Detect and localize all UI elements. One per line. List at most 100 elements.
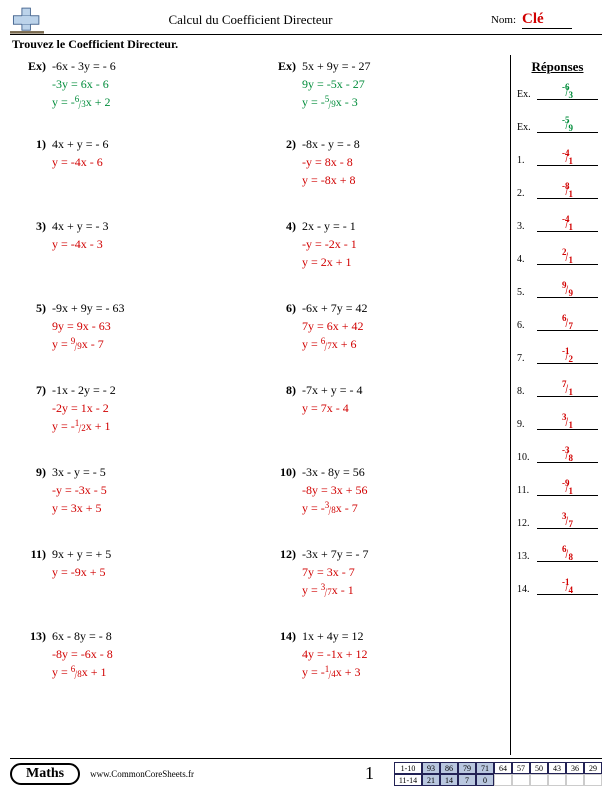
score-cell <box>530 774 548 786</box>
answer-label: 7. <box>517 353 537 364</box>
score-cell: 7 <box>458 774 476 786</box>
problem-number: 7) <box>20 381 46 399</box>
equation: 6x - 8y = - 8 <box>52 627 113 645</box>
problem-number: 5) <box>20 299 46 317</box>
problem: 7)-1x - 2y = - 2-2y = 1x - 2y = -1/2x + … <box>20 381 116 435</box>
answer-label: 3. <box>517 221 537 232</box>
answer-label: 1. <box>517 155 537 166</box>
problem: Ex)-6x - 3y = - 6-3y = 6x - 6y = -6/3x +… <box>20 57 116 111</box>
score-cell: 86 <box>440 762 458 774</box>
answer-row: 9.3/1 <box>517 415 598 430</box>
problem: 12)-3x + 7y = - 77y = 3x - 7y = 3/7x - 1 <box>270 545 369 599</box>
answer-value: 9/9 <box>537 283 598 298</box>
answer-row: 4.2/1 <box>517 250 598 265</box>
step: -y = -2x - 1 <box>302 235 357 253</box>
answer-value: 6/8 <box>537 547 598 562</box>
equation: -9x + 9y = - 63 <box>52 299 125 317</box>
equation: 4x + y = - 6 <box>52 135 109 153</box>
answer-label: 5. <box>517 287 537 298</box>
score-grid: 1-109386797164575043362911-14211470 <box>394 762 602 786</box>
answer-row: 3.-4/1 <box>517 217 598 232</box>
step: y = -9x + 5 <box>52 563 111 581</box>
answers-panel: Réponses Ex.-6/3Ex.-5/91.-4/12.-8/13.-4/… <box>510 55 602 755</box>
answers-title: Réponses <box>517 59 598 75</box>
step: y = -8x + 8 <box>302 171 360 189</box>
equation: -3x - 8y = 56 <box>302 463 368 481</box>
score-cell: 1-10 <box>394 762 422 774</box>
answer-label: 10. <box>517 452 537 463</box>
score-cell <box>512 774 530 786</box>
step: -2y = 1x - 2 <box>52 399 116 417</box>
score-cell <box>584 774 602 786</box>
instruction: Trouvez le Coefficient Directeur. <box>12 37 602 52</box>
name-field: Nom: Clé <box>491 11 572 29</box>
problem-number: 1) <box>20 135 46 153</box>
answer-value: 3/7 <box>537 514 598 529</box>
step: 9y = -5x - 27 <box>302 75 371 93</box>
step: 7y = 6x + 42 <box>302 317 368 335</box>
answer-row: 8.7/1 <box>517 382 598 397</box>
step: y = 7x - 4 <box>302 399 363 417</box>
score-cell: 43 <box>548 762 566 774</box>
score-cell <box>548 774 566 786</box>
equation: -7x + y = - 4 <box>302 381 363 399</box>
answer-row: Ex.-6/3 <box>517 85 598 100</box>
problem: 4)2x - y = - 1-y = -2x - 1y = 2x + 1 <box>270 217 357 271</box>
score-cell: 21 <box>422 774 440 786</box>
problem-number: Ex) <box>20 57 46 75</box>
step: y = 3/7x - 1 <box>302 581 369 599</box>
name-value: Clé <box>522 11 572 29</box>
answer-value: 6/7 <box>537 316 598 331</box>
answer-value: -6/3 <box>537 85 598 100</box>
problems-area: Ex)-6x - 3y = - 6-3y = 6x - 6y = -6/3x +… <box>10 55 510 755</box>
score-cell: 93 <box>422 762 440 774</box>
step: y = -5/9x - 3 <box>302 93 371 111</box>
equation: -8x - y = - 8 <box>302 135 360 153</box>
answer-label: 8. <box>517 386 537 397</box>
problem: 5)-9x + 9y = - 639y = 9x - 63y = 9/9x - … <box>20 299 125 353</box>
answer-value: -1/2 <box>537 349 598 364</box>
score-cell: 50 <box>530 762 548 774</box>
equation: 2x - y = - 1 <box>302 217 357 235</box>
answer-row: 13.6/8 <box>517 547 598 562</box>
name-label: Nom: <box>491 14 516 26</box>
score-cell: 79 <box>458 762 476 774</box>
problem-number: 3) <box>20 217 46 235</box>
footer: Maths www.CommonCoreSheets.fr 1 1-109386… <box>10 758 602 786</box>
step: -8y = -6x - 8 <box>52 645 113 663</box>
problem: 10)-3x - 8y = 56-8y = 3x + 56y = -3/8x -… <box>270 463 368 517</box>
problem: 14) 1x + 4y = 124y = -1x + 12y = -1/4x + … <box>270 627 368 681</box>
equation: 3x - y = - 5 <box>52 463 107 481</box>
score-cell: 29 <box>584 762 602 774</box>
step: y = 6/7x + 6 <box>302 335 368 353</box>
score-cell: 36 <box>566 762 584 774</box>
score-cell: 11-14 <box>394 774 422 786</box>
score-cell: 64 <box>494 762 512 774</box>
step: y = -4x - 3 <box>52 235 109 253</box>
problem: 1)4x + y = - 6y = -4x - 6 <box>20 135 109 171</box>
equation: 1x + 4y = 12 <box>302 627 368 645</box>
problem-number: 11) <box>20 545 46 563</box>
page-title: Calcul du Coefficient Directeur <box>10 12 491 28</box>
step: y = -1/4x + 3 <box>302 663 368 681</box>
step: y = 6/8x + 1 <box>52 663 113 681</box>
equation: 5x + 9y = - 27 <box>302 57 371 75</box>
answer-label: 6. <box>517 320 537 331</box>
footer-subject: Maths <box>10 763 80 785</box>
problem-number: 14) <box>270 627 296 645</box>
answers-list: Ex.-6/3Ex.-5/91.-4/12.-8/13.-4/14.2/15.9… <box>517 85 598 595</box>
step: -y = -3x - 5 <box>52 481 107 499</box>
step: 4y = -1x + 12 <box>302 645 368 663</box>
problem-number: 6) <box>270 299 296 317</box>
answer-label: 11. <box>517 485 537 496</box>
answer-row: 7.-1/2 <box>517 349 598 364</box>
problem-number: 10) <box>270 463 296 481</box>
answer-value: -1/4 <box>537 580 598 595</box>
problem: 9)3x - y = - 5-y = -3x - 5y = 3x + 5 <box>20 463 107 517</box>
answer-row: 11.-9/1 <box>517 481 598 496</box>
step: -y = 8x - 8 <box>302 153 360 171</box>
score-cell <box>566 774 584 786</box>
equation: 9x + y = + 5 <box>52 545 111 563</box>
problem-number: Ex) <box>270 57 296 75</box>
answer-row: 14.-1/4 <box>517 580 598 595</box>
